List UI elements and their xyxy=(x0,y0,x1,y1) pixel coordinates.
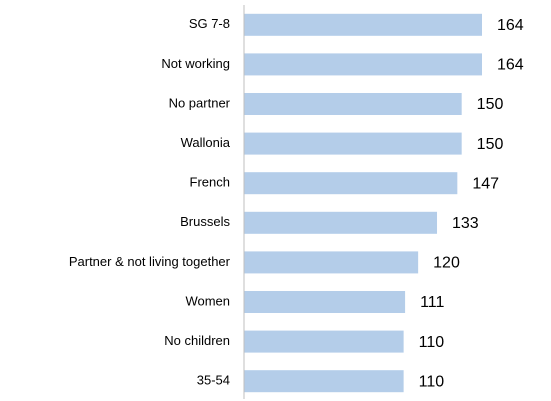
bar xyxy=(244,172,458,195)
bar xyxy=(244,13,482,36)
bar xyxy=(244,330,404,353)
value-label: 110 xyxy=(419,334,445,351)
bar xyxy=(244,93,462,115)
value-label: 150 xyxy=(477,136,504,153)
value-label: 164 xyxy=(497,57,524,74)
category-label: French xyxy=(190,175,230,190)
category-label: Women xyxy=(185,293,230,308)
category-label: Wallonia xyxy=(181,135,231,150)
bar xyxy=(244,53,482,76)
bar xyxy=(244,291,406,313)
value-label: 111 xyxy=(420,294,444,311)
category-label: No children xyxy=(164,333,230,348)
value-label: 150 xyxy=(477,96,504,113)
category-label: Partner & not living together xyxy=(69,254,231,269)
value-label: 120 xyxy=(433,255,460,272)
value-label: 147 xyxy=(472,175,499,192)
category-label: 35-54 xyxy=(197,373,230,388)
bar xyxy=(244,211,438,234)
category-label: SG 7-8 xyxy=(189,16,230,31)
bar xyxy=(244,370,404,393)
bar xyxy=(244,251,419,274)
category-label: Brussels xyxy=(180,214,230,229)
value-label: 110 xyxy=(419,373,445,390)
value-label: 133 xyxy=(452,215,479,232)
category-label: Not working xyxy=(161,56,230,71)
bar xyxy=(244,132,462,155)
category-label: No partner xyxy=(169,95,231,110)
value-label: 164 xyxy=(497,17,524,34)
